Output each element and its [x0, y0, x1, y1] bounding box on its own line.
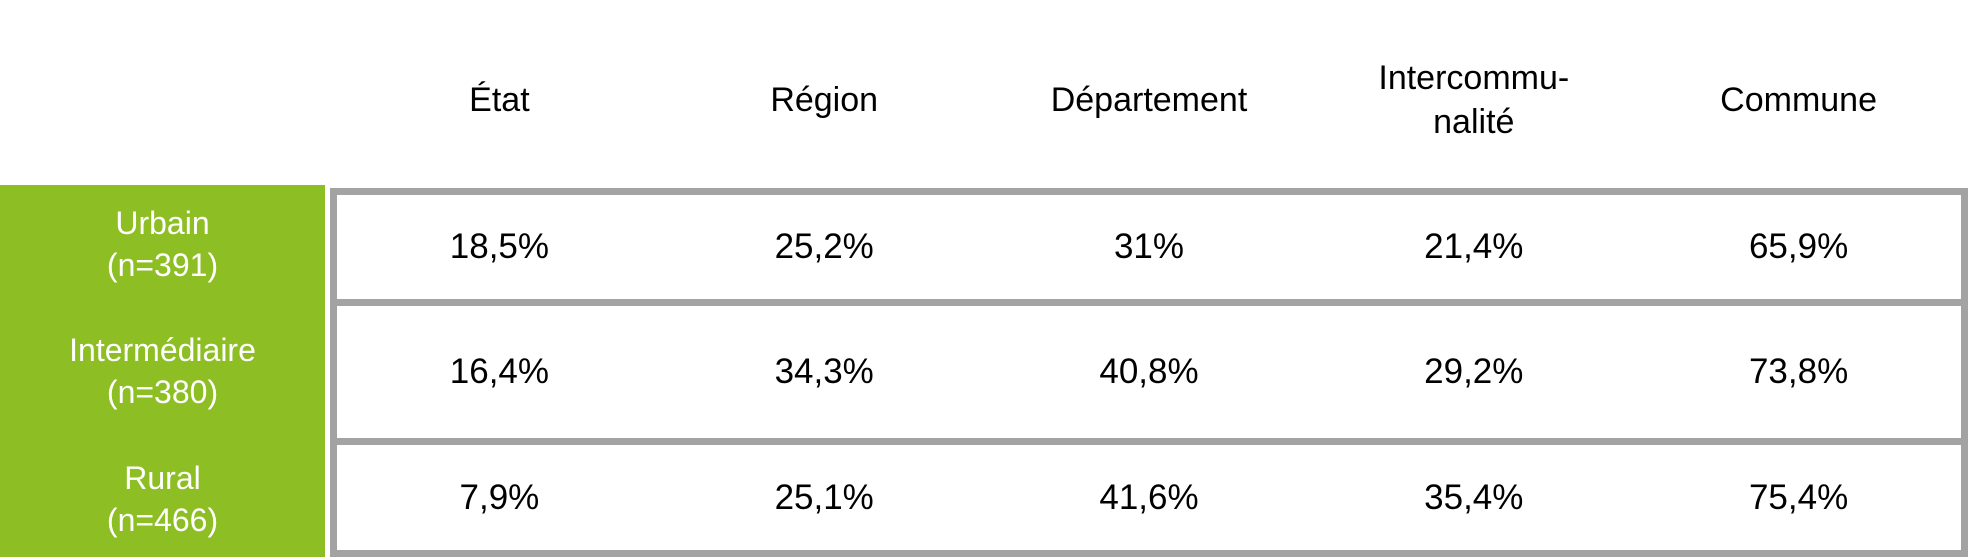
column-header-intercommunalite: Intercommu- nalité — [1378, 59, 1570, 141]
row-header-column: Urbain (n=391) Intermédiaire (n=380) Rur… — [0, 185, 325, 557]
data-cell-urbain-departement: 31% — [1113, 227, 1185, 266]
row-header-intermediaire: Intermédiaire (n=380) — [69, 332, 256, 410]
table-row-rural: 7,9% 25,1% 41,6% 35,4% 75,4% — [337, 438, 1961, 550]
data-cell-urbain-etat: 18,5% — [449, 227, 550, 266]
data-cell-rural-departement: 41,6% — [1099, 477, 1199, 517]
row-header-urbain: Urbain (n=391) — [106, 204, 219, 283]
data-cell-rural-intercommunalite: 35,4% — [1424, 477, 1524, 517]
data-cell-rural-etat: 7,9% — [459, 477, 540, 517]
table-row-intermediaire: 16,4% 34,3% 40,8% 29,2% 73,8% — [337, 299, 1961, 438]
data-cell-intermediaire-commune: 73,8% — [1748, 352, 1849, 391]
data-cell-rural-region: 25,1% — [774, 477, 874, 517]
column-headers: État Région Département Intercommu- nali… — [337, 40, 1961, 160]
data-cell-intermediaire-etat: 16,4% — [449, 352, 550, 391]
data-cell-urbain-intercommunalite: 21,4% — [1424, 227, 1524, 266]
column-header-etat: État — [469, 81, 530, 119]
column-header-departement: Département — [1050, 81, 1248, 119]
data-grid: 18,5% 25,2% 31% 21,4% 65,9% 16,4% 34,3% … — [330, 188, 1968, 557]
data-cell-intermediaire-departement: 40,8% — [1099, 352, 1199, 391]
table-row-urbain: 18,5% 25,2% 31% 21,4% 65,9% — [337, 195, 1961, 299]
data-cell-urbain-region: 25,2% — [774, 227, 874, 266]
column-header-commune: Commune — [1720, 81, 1877, 119]
data-cell-intermediaire-region: 34,3% — [774, 352, 874, 391]
data-cell-intermediaire-intercommunalite: 29,2% — [1424, 352, 1524, 391]
data-cell-urbain-commune: 65,9% — [1748, 227, 1849, 266]
column-header-region: Région — [770, 81, 879, 119]
data-cell-rural-commune: 75,4% — [1748, 477, 1849, 517]
row-header-rural: Rural (n=466) — [106, 459, 219, 538]
